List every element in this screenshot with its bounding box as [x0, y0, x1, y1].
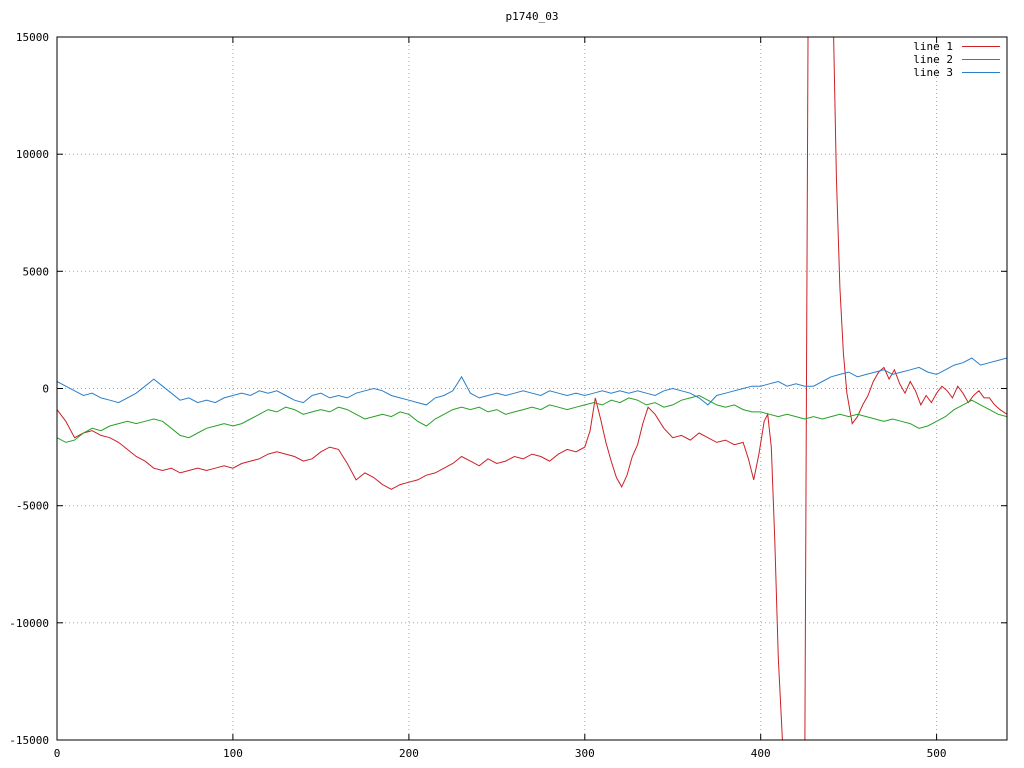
x-tick-label: 400: [751, 747, 771, 760]
series-line-2: [57, 394, 1007, 443]
legend-line-sample: [962, 59, 1000, 60]
legend-line-sample: [962, 72, 1000, 73]
legend-item: line 2: [913, 53, 1000, 66]
legend-line-sample: [962, 46, 1000, 47]
legend-item: line 1: [913, 40, 1000, 53]
x-tick-label: 200: [399, 747, 419, 760]
x-tick-label: 0: [54, 747, 61, 760]
y-tick-label: 10000: [16, 148, 49, 161]
y-tick-label: -5000: [16, 500, 49, 513]
x-tick-label: 100: [223, 747, 243, 760]
y-tick-label: -10000: [9, 617, 49, 630]
y-tick-label: -15000: [9, 734, 49, 747]
y-tick-label: 15000: [16, 31, 49, 44]
series-line-1: [57, 37, 1007, 740]
legend-label: line 2: [913, 53, 953, 66]
y-tick-label: 0: [42, 383, 49, 396]
series-line-3: [57, 357, 1007, 406]
legend-label: line 3: [913, 66, 953, 79]
legend: line 1 line 2 line 3: [913, 40, 1000, 79]
x-tick-label: 500: [927, 747, 947, 760]
plot-border: [56, 36, 1008, 741]
y-tick-label: 5000: [23, 265, 50, 278]
legend-label: line 1: [913, 40, 953, 53]
chart-title: p1740_03: [505, 10, 559, 23]
legend-item: line 3: [913, 66, 1000, 79]
x-tick-label: 300: [575, 747, 595, 760]
